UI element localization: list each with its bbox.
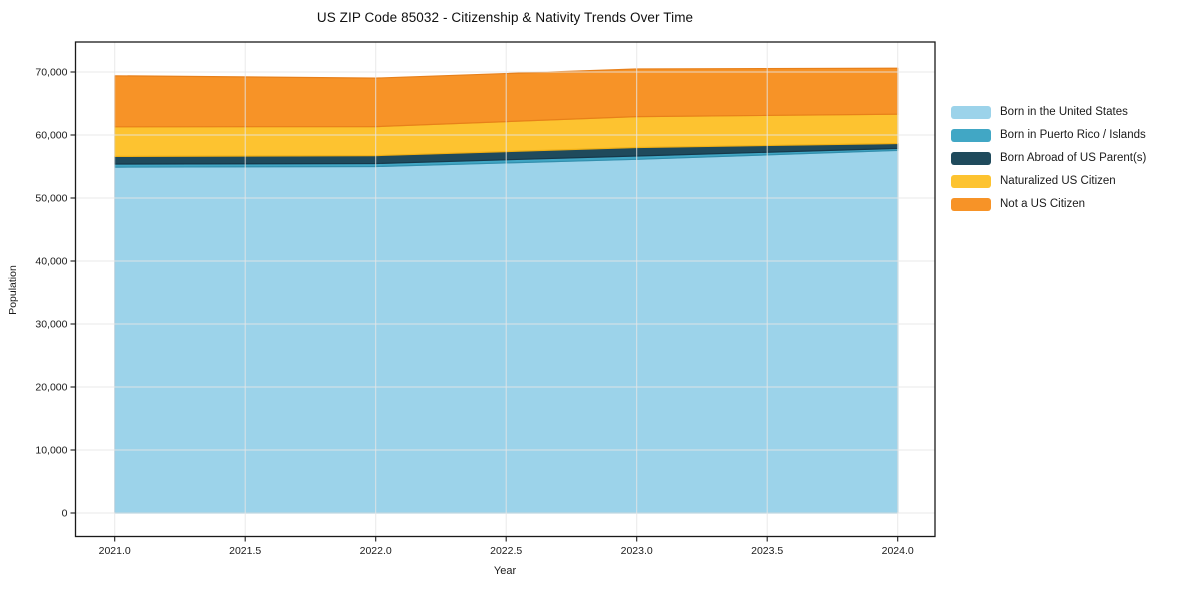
x-tick-label: 2021.0 xyxy=(99,545,131,557)
chart-title: US ZIP Code 85032 - Citizenship & Nativi… xyxy=(316,10,694,25)
legend-item: Born Abroad of US Parent(s) xyxy=(951,152,1146,165)
legend-label: Born in the United States xyxy=(1000,106,1128,118)
legend-label: Not a US Citizen xyxy=(1000,198,1086,210)
x-axis-title: Year xyxy=(493,565,517,577)
y-tick-label: 30,000 xyxy=(35,319,67,331)
legend-swatch-born-pr xyxy=(951,129,991,142)
chart-legend: Born in the United States Born in Puerto… xyxy=(951,106,1146,211)
plot-area: 0 10,000 20,000 30,000 40,000 50,000 60,000 70,… xyxy=(35,41,936,557)
x-tick-label: 2023.5 xyxy=(751,545,783,557)
y-tick-label: 20,000 xyxy=(35,382,67,394)
legend-swatch-not-citizen xyxy=(951,198,991,211)
legend-swatch-born-abroad xyxy=(951,152,991,165)
x-tick-label: 2022.0 xyxy=(360,545,392,557)
legend-swatch-born-us xyxy=(951,106,991,119)
legend-item: Naturalized US Citizen xyxy=(951,175,1146,188)
x-tick-label: 2024.0 xyxy=(882,545,914,557)
y-tick-label: 40,000 xyxy=(35,256,67,268)
y-tick-label: 10,000 xyxy=(35,445,67,457)
legend-label: Born in Puerto Rico / Islands xyxy=(1000,129,1146,141)
x-tick-label: 2022.5 xyxy=(490,545,522,557)
legend-label: Naturalized US Citizen xyxy=(1000,175,1116,187)
x-tick-label: 2021.5 xyxy=(229,545,261,557)
y-tick-label: 0 xyxy=(62,508,68,520)
legend-label: Born Abroad of US Parent(s) xyxy=(1000,152,1147,164)
x-tick-label: 2023.0 xyxy=(621,545,653,557)
legend-item: Born in the United States xyxy=(951,106,1146,119)
y-axis-title: Population xyxy=(7,265,19,315)
plot-frame xyxy=(74,41,936,538)
legend-swatch-naturalized xyxy=(951,175,991,188)
y-tick-label: 50,000 xyxy=(35,193,67,205)
legend-item: Born in Puerto Rico / Islands xyxy=(951,129,1146,142)
y-tick-label: 70,000 xyxy=(35,67,67,79)
y-tick-label: 60,000 xyxy=(35,130,67,142)
legend-item: Not a US Citizen xyxy=(951,198,1146,211)
